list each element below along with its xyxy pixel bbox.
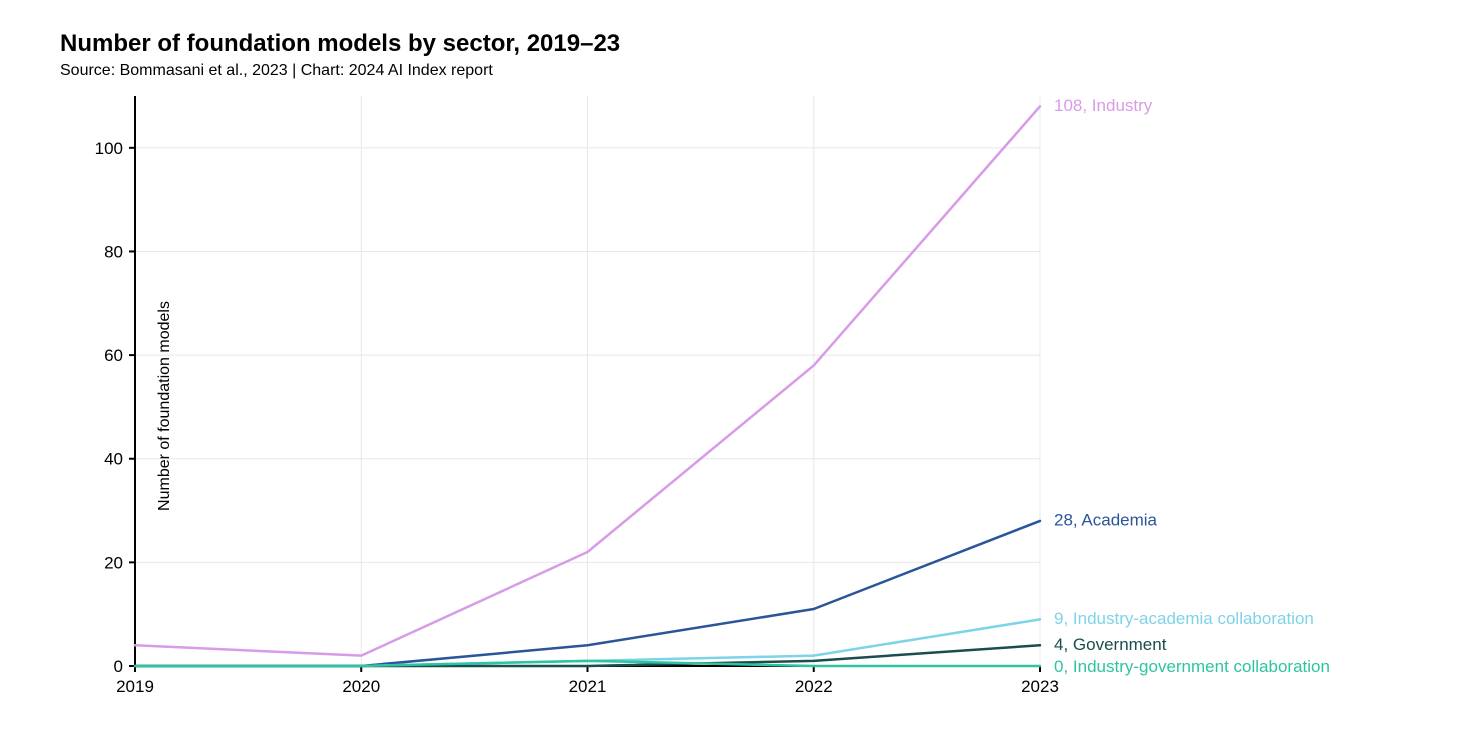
y-tick-label: 100: [95, 139, 123, 158]
x-tick-label: 2023: [1021, 677, 1059, 696]
y-axis-label: Number of foundation models: [156, 301, 174, 511]
chart-title: Number of foundation models by sector, 2…: [60, 30, 1438, 58]
y-tick-label: 60: [104, 346, 123, 365]
y-tick-label: 20: [104, 553, 123, 572]
series-end-label-industry: 108, Industry: [1054, 96, 1153, 115]
chart-container: Number of foundation models by sector, 2…: [0, 0, 1468, 746]
x-tick-label: 2020: [342, 677, 380, 696]
series-end-label-industry-government-collaboration: 0, Industry-government collaboration: [1054, 657, 1330, 676]
y-tick-label: 80: [104, 242, 123, 261]
chart-subtitle: Source: Bommasani et al., 2023 | Chart: …: [60, 62, 1438, 80]
x-tick-label: 2022: [795, 677, 833, 696]
series-end-label-academia: 28, Academia: [1054, 510, 1158, 529]
x-tick-label: 2021: [569, 677, 607, 696]
x-tick-label: 2019: [116, 677, 154, 696]
chart-plot-area: Number of foundation models 0 20 40 60 80 100…: [60, 86, 1438, 726]
series-end-label-government: 4, Government: [1054, 635, 1167, 654]
y-tick-label: 40: [104, 450, 123, 469]
line-chart-svg: 0 20 40 60 80 100 2019 2020 2021 2022 2023 108, Ind…: [60, 86, 1438, 726]
series-end-label-industry-academia-collaboration: 9, Industry-academia collaboration: [1054, 609, 1314, 628]
y-tick-label: 0: [114, 657, 123, 676]
